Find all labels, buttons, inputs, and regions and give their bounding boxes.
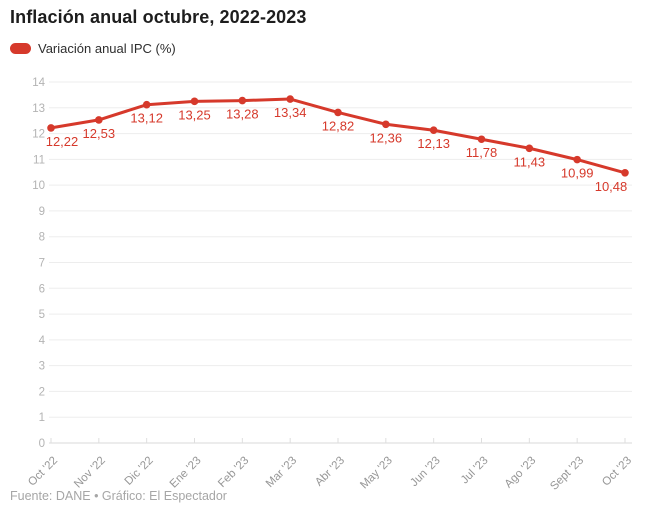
legend: Variación anual IPC (%) xyxy=(10,41,176,56)
data-point-label: 12,36 xyxy=(370,130,403,145)
legend-label: Variación anual IPC (%) xyxy=(38,41,176,56)
data-point-label: 11,43 xyxy=(514,154,546,169)
data-point xyxy=(573,155,581,164)
x-tick-label: Nov '22 xyxy=(72,455,108,491)
chart-title: Inflación anual octubre, 2022-2023 xyxy=(10,7,307,27)
y-tick-label: 14 xyxy=(32,77,45,89)
data-point xyxy=(190,97,199,106)
data-point-label: 11,78 xyxy=(466,145,498,160)
data-point-label: 10,99 xyxy=(561,166,594,181)
x-tick-label: Feb '23 xyxy=(216,455,251,490)
data-point-label: 13,28 xyxy=(226,107,259,122)
x-tick-label: Ago '23 xyxy=(503,455,539,491)
x-tick-label: Dic '22 xyxy=(123,455,156,488)
y-tick-label: 3 xyxy=(39,361,45,373)
x-tick-label: May '23 xyxy=(358,455,395,492)
data-point-label: 12,22 xyxy=(46,134,79,149)
y-tick-label: 11 xyxy=(33,154,45,166)
y-tick-label: 4 xyxy=(39,335,46,347)
data-point-label: 13,12 xyxy=(130,111,163,126)
y-tick-label: 6 xyxy=(39,283,45,295)
data-point-label: 13,34 xyxy=(274,105,307,120)
data-point xyxy=(382,120,390,129)
data-point-label: 12,53 xyxy=(83,126,116,141)
data-point xyxy=(47,124,55,132)
data-point xyxy=(477,135,486,144)
data-point xyxy=(286,95,294,103)
y-tick-label: 7 xyxy=(39,258,45,270)
y-tick-label: 8 xyxy=(39,232,45,244)
y-tick-label: 0 xyxy=(39,438,45,450)
x-tick-label: Jul '23 xyxy=(459,455,491,487)
data-point-label: 12,13 xyxy=(417,136,450,151)
x-tick-label: Mar '23 xyxy=(264,455,299,490)
data-point-label: 12,82 xyxy=(322,118,355,133)
data-point xyxy=(525,144,534,153)
x-tick-label: Ene '23 xyxy=(168,455,204,491)
data-point xyxy=(142,100,151,109)
y-tick-label: 12 xyxy=(32,129,45,141)
data-point xyxy=(621,168,629,177)
x-tick-label: Sept '23 xyxy=(548,455,586,493)
source-note: Fuente: DANE • Gráfico: El Espectador xyxy=(10,489,227,503)
x-tick-label: Jun '23 xyxy=(408,455,442,489)
data-point xyxy=(334,108,342,117)
data-point-label: 13,25 xyxy=(178,107,211,122)
data-point xyxy=(95,116,103,124)
y-tick-label: 13 xyxy=(32,103,45,115)
data-point xyxy=(238,96,247,105)
data-point xyxy=(429,126,438,135)
y-tick-label: 5 xyxy=(39,309,45,321)
y-tick-label: 2 xyxy=(39,386,45,398)
x-tick-label: Oct '23 xyxy=(600,455,634,489)
y-tick-label: 1 xyxy=(39,412,45,424)
legend-swatch xyxy=(10,43,31,54)
y-tick-label: 9 xyxy=(39,206,45,218)
data-point-label: 10,48 xyxy=(595,179,628,194)
x-tick-label: Oct '22 xyxy=(26,455,60,489)
y-tick-label: 10 xyxy=(32,180,45,192)
x-tick-label: Abr '23 xyxy=(313,455,347,489)
